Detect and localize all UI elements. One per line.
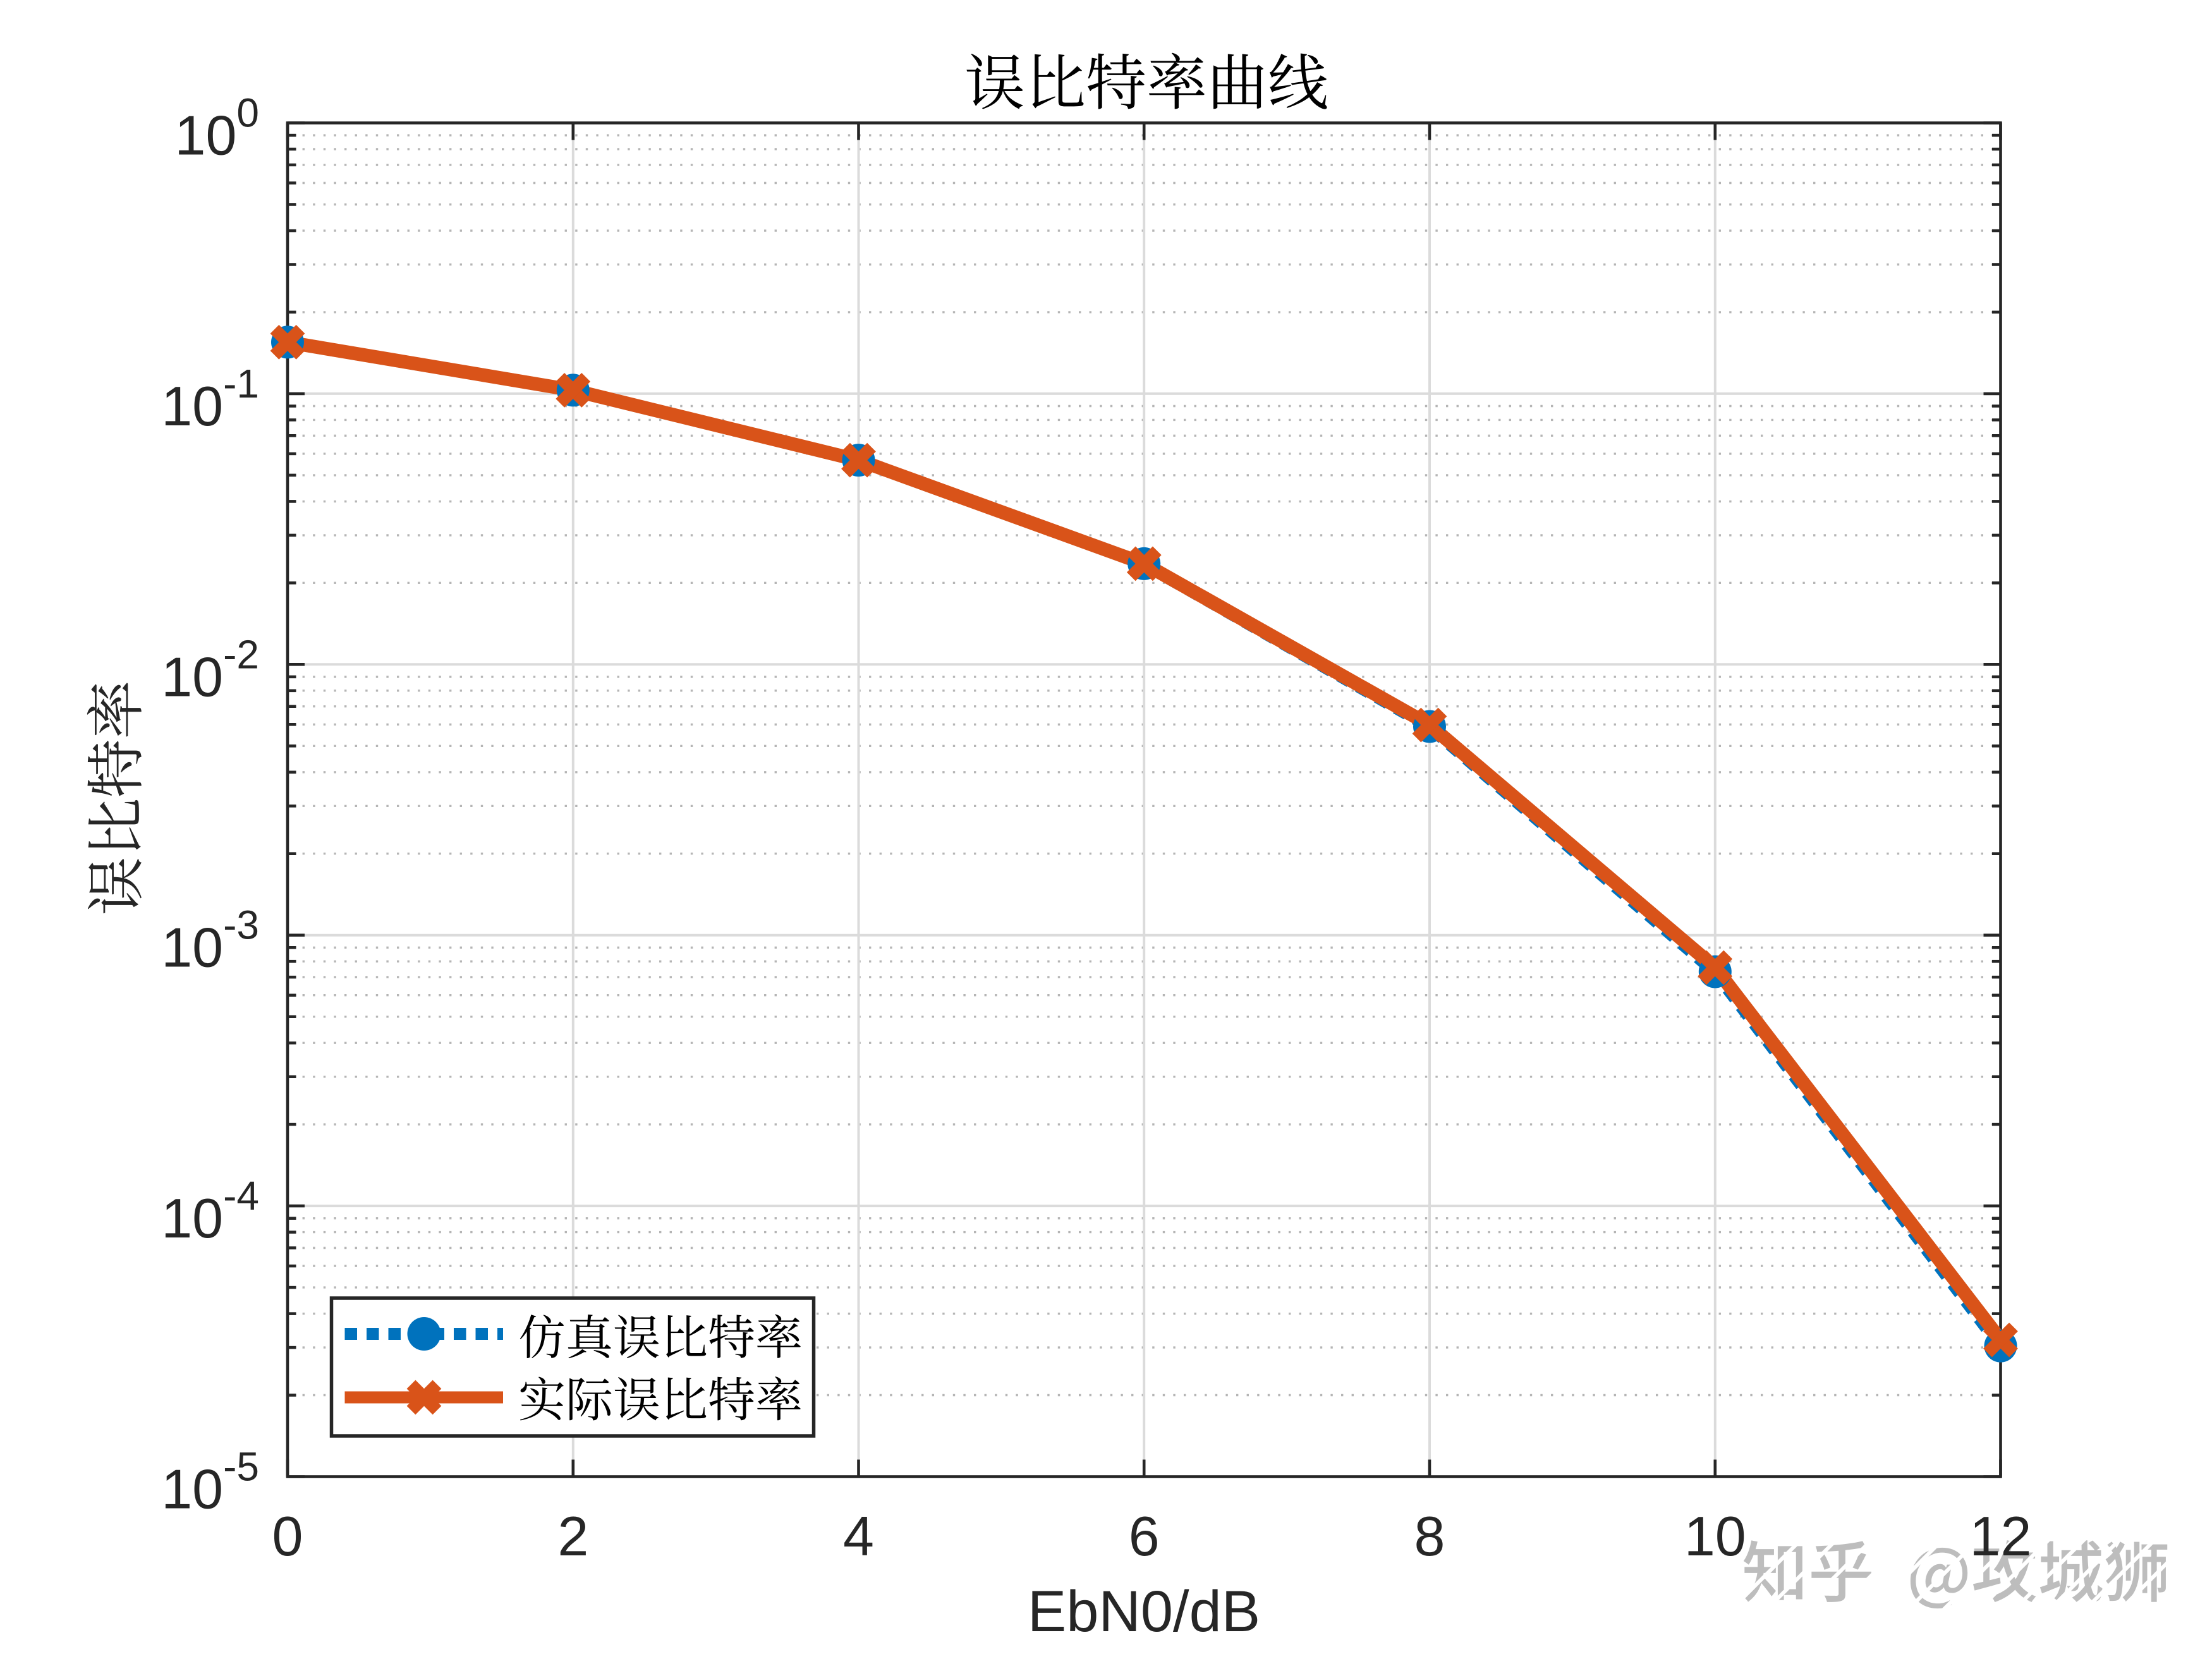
svg-text:12: 12 <box>1970 1505 2032 1567</box>
svg-text:EbN0/dB: EbN0/dB <box>1028 1579 1260 1644</box>
svg-text:10: 10 <box>1684 1505 1746 1567</box>
svg-text:0: 0 <box>272 1505 303 1567</box>
svg-text:8: 8 <box>1414 1505 1445 1567</box>
svg-text:2: 2 <box>557 1505 588 1567</box>
svg-text:4: 4 <box>843 1505 874 1567</box>
svg-text:6: 6 <box>1129 1505 1160 1567</box>
